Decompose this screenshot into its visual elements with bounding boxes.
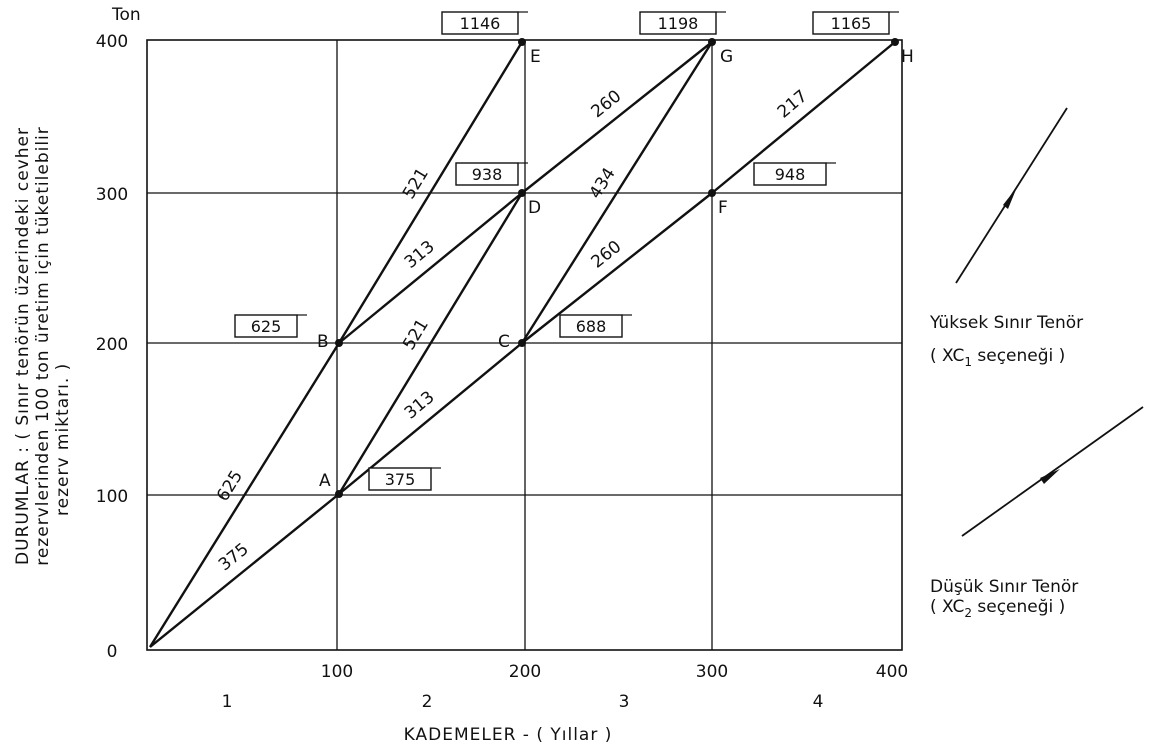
x-tick-labels: 100 200 300 400 bbox=[321, 662, 908, 682]
node-point-C bbox=[518, 339, 526, 347]
y-tick-0: 0 bbox=[107, 642, 118, 662]
node-value-A: 375 bbox=[385, 470, 416, 489]
node-value-box-F bbox=[753, 162, 827, 186]
edge-O-A bbox=[149, 493, 340, 648]
stage-label-1: 1 bbox=[222, 692, 233, 712]
node-value-box-C bbox=[559, 314, 623, 338]
edge-F-H bbox=[711, 41, 896, 194]
legend-low-title: Düşük Sınır Tenör bbox=[930, 577, 1078, 597]
node-value-boxes: 375 625 688 938 1146 948 1198 1165 bbox=[234, 11, 899, 491]
stage-label-3: 3 bbox=[619, 692, 630, 712]
edge-B-D bbox=[338, 192, 523, 344]
legend-low-option: ( XC2 seçeneği ) bbox=[930, 597, 1065, 620]
nodes: A B C D E F G H bbox=[317, 38, 914, 498]
y-axis-title: DURUMLAR : ( Sınır tenörün üzerindeki ce… bbox=[13, 126, 73, 566]
y-tick-200: 200 bbox=[96, 335, 128, 355]
node-point-H bbox=[891, 38, 899, 46]
x-tick-300: 300 bbox=[696, 662, 728, 682]
stage-label-2: 2 bbox=[422, 692, 433, 712]
y-tick-400: 400 bbox=[96, 32, 128, 52]
node-label-E: E bbox=[530, 47, 541, 67]
edge-B-E bbox=[337, 41, 524, 344]
legend-high-option: ( XC1 seçeneği ) bbox=[930, 346, 1065, 369]
legend-high: Yüksek Sınır Tenör ( XC1 seçeneği ) bbox=[929, 107, 1083, 369]
node-value-B: 625 bbox=[251, 317, 282, 336]
node-label-B: B bbox=[317, 332, 329, 352]
node-point-B bbox=[335, 339, 343, 347]
legend-low-arrow-line bbox=[961, 406, 1144, 537]
y-tick-300: 300 bbox=[96, 185, 128, 205]
x-axis-title: KADEMELER - ( Yıllar ) bbox=[404, 725, 613, 745]
node-point-D bbox=[518, 189, 526, 197]
x-tick-200: 200 bbox=[509, 662, 541, 682]
node-value-E: 1146 bbox=[460, 14, 501, 33]
node-value-F: 948 bbox=[775, 165, 806, 184]
x-tick-100: 100 bbox=[321, 662, 353, 682]
node-label-G: G bbox=[720, 47, 733, 67]
stage-label-4: 4 bbox=[813, 692, 824, 712]
x-tick-400: 400 bbox=[876, 662, 908, 682]
edge-C-G bbox=[520, 41, 714, 344]
node-point-E bbox=[518, 38, 526, 46]
y-axis-title-line-3: rezerv miktarı. ) bbox=[53, 363, 73, 516]
node-value-box-G bbox=[639, 11, 717, 35]
node-value-box-D bbox=[455, 162, 519, 186]
edge-D-G bbox=[521, 41, 713, 194]
node-value-box-H bbox=[812, 11, 890, 35]
stage-labels: 1 2 3 4 bbox=[222, 692, 824, 712]
y-axis-title-line-2: rezervlerinden 100 ton üretim için tüket… bbox=[33, 126, 53, 566]
node-point-F bbox=[708, 189, 716, 197]
legend-low-arrowhead bbox=[1040, 469, 1060, 484]
node-label-F: F bbox=[718, 198, 728, 218]
node-value-box-E bbox=[441, 11, 519, 35]
gridlines bbox=[147, 40, 902, 650]
y-axis-unit: Ton bbox=[111, 5, 141, 25]
node-label-D: D bbox=[528, 198, 541, 218]
node-value-H: 1165 bbox=[831, 14, 872, 33]
legend-high-title: Yüksek Sınır Tenör bbox=[929, 313, 1083, 333]
edge-C-F bbox=[521, 192, 713, 344]
edge-O-B bbox=[148, 342, 341, 648]
y-axis-title-line-1: DURUMLAR : ( Sınır tenörün üzerindeki ce… bbox=[13, 127, 33, 565]
node-label-C: C bbox=[498, 332, 510, 352]
node-point-A bbox=[335, 490, 343, 498]
legend-low: Düşük Sınır Tenör ( XC2 seçeneği ) bbox=[930, 406, 1144, 620]
node-value-D: 938 bbox=[472, 165, 503, 184]
node-value-box-B bbox=[234, 314, 298, 338]
node-value-C: 688 bbox=[576, 317, 607, 336]
node-label-H: H bbox=[901, 47, 914, 67]
y-tick-100: 100 bbox=[96, 487, 128, 507]
y-tick-labels: 0 100 200 300 400 bbox=[96, 32, 128, 662]
legend-high-arrowhead bbox=[1003, 187, 1017, 209]
node-label-A: A bbox=[319, 471, 331, 491]
edges bbox=[148, 41, 896, 648]
edge-A-D bbox=[337, 192, 524, 495]
node-value-box-A bbox=[368, 467, 432, 491]
node-point-G bbox=[708, 38, 716, 46]
node-value-G: 1198 bbox=[658, 14, 699, 33]
